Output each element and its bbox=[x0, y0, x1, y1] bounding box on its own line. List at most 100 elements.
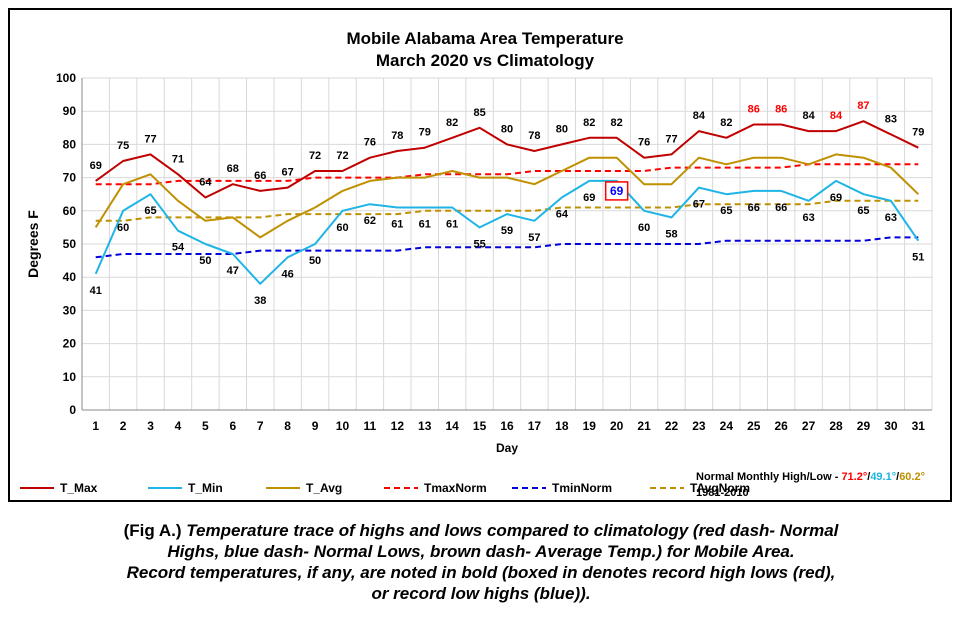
x-tick-label: 22 bbox=[665, 419, 679, 433]
series-line-tmaxnorm bbox=[95, 163, 919, 186]
tmin-data-label: 58 bbox=[665, 228, 677, 240]
y-tick-label: 60 bbox=[63, 204, 77, 218]
tmin-data-label: 59 bbox=[501, 225, 513, 237]
tmin-data-label: 46 bbox=[282, 268, 294, 280]
chart-frame: Mobile Alabama Area Temperature March 202… bbox=[8, 8, 952, 502]
y-tick-label: 90 bbox=[63, 104, 77, 118]
x-axis-label: Day bbox=[496, 441, 518, 455]
figure-caption: (Fig A.) Temperature trace of highs and … bbox=[0, 520, 962, 604]
x-tick-label: 31 bbox=[912, 419, 926, 433]
tmax-data-label: 66 bbox=[254, 170, 266, 182]
series-line-t-avg bbox=[94, 153, 919, 239]
tmin-data-label: 69 bbox=[830, 192, 842, 204]
tmax-data-label: 86 bbox=[775, 103, 787, 115]
y-tick-label: 80 bbox=[63, 137, 77, 151]
tmax-data-label: 80 bbox=[501, 123, 513, 135]
tmax-data-label: 82 bbox=[446, 117, 458, 129]
tmax-data-label: 84 bbox=[693, 110, 706, 122]
normals-avg: 60.2° bbox=[899, 471, 925, 483]
y-tick-label: 0 bbox=[69, 403, 76, 417]
x-tick-label: 1 bbox=[92, 419, 99, 433]
tmin-data-label: 65 bbox=[720, 205, 732, 217]
y-tick-label: 30 bbox=[63, 303, 77, 317]
normals-note: Normal Monthly High/Low - 71.2°/49.1°/60… bbox=[696, 471, 925, 483]
x-tick-label: 25 bbox=[747, 419, 761, 433]
tmax-data-label: 76 bbox=[638, 137, 650, 149]
x-tick-label: 23 bbox=[692, 419, 706, 433]
tmin-data-label: 50 bbox=[199, 255, 211, 267]
tmax-data-label: 85 bbox=[473, 107, 485, 119]
tmin-data-label: 61 bbox=[419, 218, 431, 230]
legend-label: T_Max bbox=[60, 481, 98, 495]
tmin-data-label: 61 bbox=[446, 218, 458, 230]
tmax-data-label: 76 bbox=[364, 137, 376, 149]
chart-title: Mobile Alabama Area Temperature bbox=[346, 29, 623, 48]
legend-label: T_Avg bbox=[306, 481, 342, 495]
x-tick-label: 24 bbox=[720, 419, 734, 433]
tmax-data-label: 84 bbox=[802, 110, 815, 122]
caption-prefix: (Fig A.) bbox=[123, 521, 187, 540]
tmin-data-label: 38 bbox=[254, 295, 266, 307]
tmax-data-label: 84 bbox=[830, 110, 843, 122]
tmax-data-label: 64 bbox=[199, 177, 212, 189]
x-tick-label: 12 bbox=[391, 419, 405, 433]
tmin-data-label: 57 bbox=[528, 232, 540, 244]
tmin-data-label: 41 bbox=[90, 285, 102, 297]
series-line-tminnorm bbox=[95, 236, 919, 259]
tmax-data-label: 69 bbox=[90, 160, 102, 172]
x-tick-label: 20 bbox=[610, 419, 624, 433]
legend-label: TminNorm bbox=[552, 481, 612, 495]
x-tick-label: 19 bbox=[583, 419, 597, 433]
caption-line-4: or record low highs (blue)). bbox=[371, 584, 591, 603]
tmin-data-label: 64 bbox=[556, 209, 569, 221]
caption-line-3: Record temperatures, if any, are noted i… bbox=[126, 563, 836, 582]
x-tick-label: 5 bbox=[202, 419, 209, 433]
tmin-data-label: 47 bbox=[227, 265, 239, 277]
record-box bbox=[604, 181, 629, 201]
tmax-data-label: 86 bbox=[748, 103, 760, 115]
tmax-data-label: 82 bbox=[611, 117, 623, 129]
caption-text-1: Temperature trace of highs and lows comp… bbox=[186, 521, 839, 540]
tmin-data-label: 50 bbox=[309, 255, 321, 267]
x-tick-label: 8 bbox=[284, 419, 291, 433]
normals-sep: / bbox=[896, 471, 899, 483]
tmin-data-label: 63 bbox=[802, 212, 814, 224]
tmin-data-label: 60 bbox=[638, 222, 650, 234]
x-tick-label: 17 bbox=[528, 419, 542, 433]
x-tick-label: 26 bbox=[775, 419, 789, 433]
x-tick-label: 13 bbox=[418, 419, 432, 433]
caption-line-1: (Fig A.) Temperature trace of highs and … bbox=[0, 520, 962, 541]
y-tick-label: 50 bbox=[63, 237, 77, 251]
tmin-data-label: 51 bbox=[912, 252, 924, 264]
tmax-data-label: 75 bbox=[117, 140, 129, 152]
x-tick-label: 30 bbox=[884, 419, 898, 433]
tmin-data-label: 66 bbox=[748, 202, 760, 214]
x-tick-label: 21 bbox=[637, 419, 651, 433]
x-tick-label: 18 bbox=[555, 419, 569, 433]
tmax-data-label: 78 bbox=[528, 130, 540, 142]
x-tick-label: 10 bbox=[336, 419, 350, 433]
x-tick-label: 11 bbox=[364, 419, 377, 433]
series-line-t-max bbox=[95, 120, 919, 199]
tmin-data-label: 60 bbox=[336, 222, 348, 234]
x-tick-label: 14 bbox=[445, 419, 459, 433]
x-tick-label: 27 bbox=[802, 419, 816, 433]
normals-period: 1981-2010 bbox=[696, 487, 749, 499]
tmax-data-label: 82 bbox=[583, 117, 595, 129]
x-tick-label: 29 bbox=[857, 419, 871, 433]
x-tick-label: 2 bbox=[120, 419, 127, 433]
tmax-data-label: 72 bbox=[336, 150, 348, 162]
normals-high: 71.2° bbox=[841, 471, 867, 483]
x-tick-label: 28 bbox=[829, 419, 843, 433]
y-axis-label: Degrees F bbox=[25, 210, 41, 278]
tmax-data-label: 87 bbox=[857, 100, 869, 112]
x-tick-label: 16 bbox=[500, 419, 514, 433]
y-tick-label: 10 bbox=[63, 370, 77, 384]
tmax-data-label: 79 bbox=[419, 127, 431, 139]
y-tick-label: 70 bbox=[63, 171, 77, 185]
tmax-data-label: 83 bbox=[885, 113, 897, 125]
y-tick-label: 100 bbox=[56, 71, 76, 85]
tmin-data-label: 69 bbox=[583, 192, 595, 204]
tmax-data-label: 79 bbox=[912, 127, 924, 139]
tmin-data-label: 54 bbox=[172, 242, 185, 254]
